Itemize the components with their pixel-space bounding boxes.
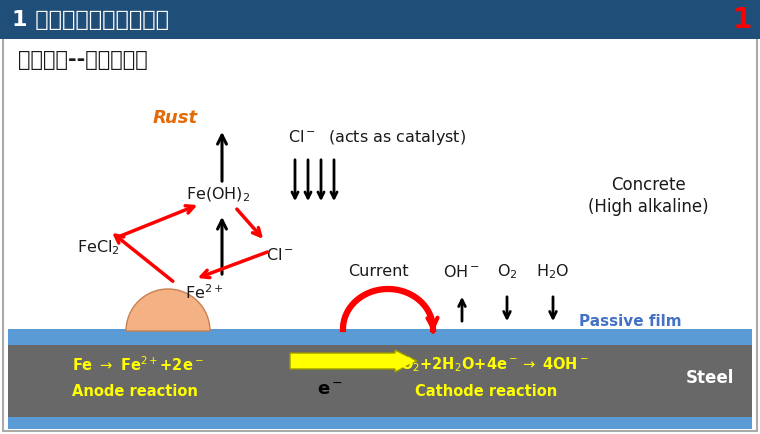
Text: Passive film: Passive film: [578, 314, 681, 329]
Text: O$_2$: O$_2$: [496, 262, 518, 281]
Text: FeCl$_2$: FeCl$_2$: [77, 238, 119, 257]
Text: Steel: Steel: [686, 368, 734, 386]
Text: Rust: Rust: [153, 109, 198, 127]
Text: Fe$^{2+}$: Fe$^{2+}$: [185, 283, 223, 302]
Bar: [8, 345, 752, 417]
Text: Cl$^-$: Cl$^-$: [266, 247, 294, 263]
Text: Cl$^-$  (acts as catalyst): Cl$^-$ (acts as catalyst): [288, 128, 466, 147]
Text: Anode reaction: Anode reaction: [72, 384, 198, 398]
Text: Fe(OH)$_2$: Fe(OH)$_2$: [186, 185, 250, 204]
Text: Current: Current: [348, 264, 409, 279]
Text: Fe $\rightarrow$ Fe$^{2+}$+2e$^-$: Fe $\rightarrow$ Fe$^{2+}$+2e$^-$: [72, 355, 204, 374]
Text: (High alkaline): (High alkaline): [587, 197, 708, 216]
Text: Concrete: Concrete: [610, 176, 686, 194]
Wedge shape: [126, 289, 210, 331]
Text: Cathode reaction: Cathode reaction: [415, 384, 557, 398]
Text: H$_2$O: H$_2$O: [537, 262, 570, 281]
Bar: [8, 329, 752, 345]
Text: e$^-$: e$^-$: [317, 380, 343, 398]
Bar: [0, 0, 760, 40]
Text: 1: 1: [733, 6, 752, 34]
Text: 1 研究背景、目的和意义: 1 研究背景、目的和意义: [12, 10, 169, 30]
FancyArrow shape: [290, 350, 417, 372]
Text: O$_2$+2H$_2$O+4e$^-$$\rightarrow$ 4OH$^-$: O$_2$+2H$_2$O+4e$^-$$\rightarrow$ 4OH$^-…: [400, 355, 589, 374]
Bar: [8, 417, 752, 429]
Text: 腥蚀机理--氯离子诱导: 腥蚀机理--氯离子诱导: [18, 50, 147, 70]
Text: OH$^-$: OH$^-$: [443, 263, 480, 279]
